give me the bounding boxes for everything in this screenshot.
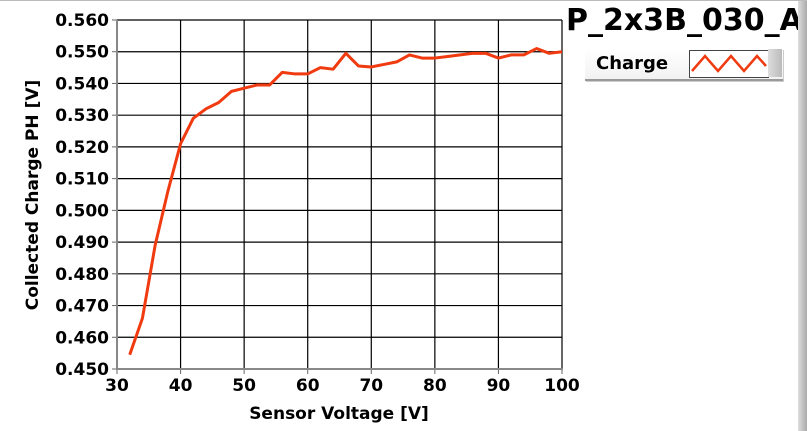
legend[interactable]: Charge (585, 49, 783, 81)
x-axis-label: Sensor Voltage [V] (249, 404, 429, 424)
y-tick-label: 0.540 (55, 74, 109, 94)
y-tick-label: 0.490 (55, 233, 109, 253)
x-tick-label: 60 (296, 376, 320, 396)
plot-area (117, 20, 562, 369)
legend-line-swatch-icon (689, 50, 769, 78)
y-tick-label: 0.480 (55, 265, 109, 285)
legend-label: Charge (596, 53, 669, 74)
x-tick-label: 50 (232, 376, 256, 396)
legend-scrollbar[interactable] (768, 49, 782, 77)
y-tick-label: 0.500 (55, 201, 109, 221)
y-tick-label: 0.470 (55, 297, 109, 317)
y-tick-label: 0.550 (55, 43, 109, 63)
y-tick-label: 0.530 (55, 106, 109, 126)
series-line-charge (128, 47, 563, 356)
x-tick-label: 30 (105, 376, 129, 396)
x-tick-label: 80 (423, 376, 447, 396)
y-tick-label: 0.460 (55, 328, 109, 348)
chart-title: P_2x3B_030_A (566, 3, 803, 38)
panel-border (798, 1, 807, 431)
x-tick-label: 90 (487, 376, 511, 396)
y-tick-label: 0.560 (55, 11, 109, 31)
x-tick-label: 70 (359, 376, 383, 396)
y-tick-label: 0.520 (55, 138, 109, 158)
y-tick-label: 0.450 (55, 360, 109, 380)
y-tick-label: 0.510 (55, 170, 109, 190)
x-tick-label: 100 (544, 376, 580, 396)
x-tick-label: 40 (169, 376, 193, 396)
y-axis-label: Collected Charge PH [V] (23, 80, 43, 311)
